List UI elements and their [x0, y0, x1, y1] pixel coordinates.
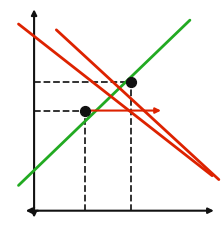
Point	[84, 109, 87, 112]
Point	[129, 81, 133, 84]
